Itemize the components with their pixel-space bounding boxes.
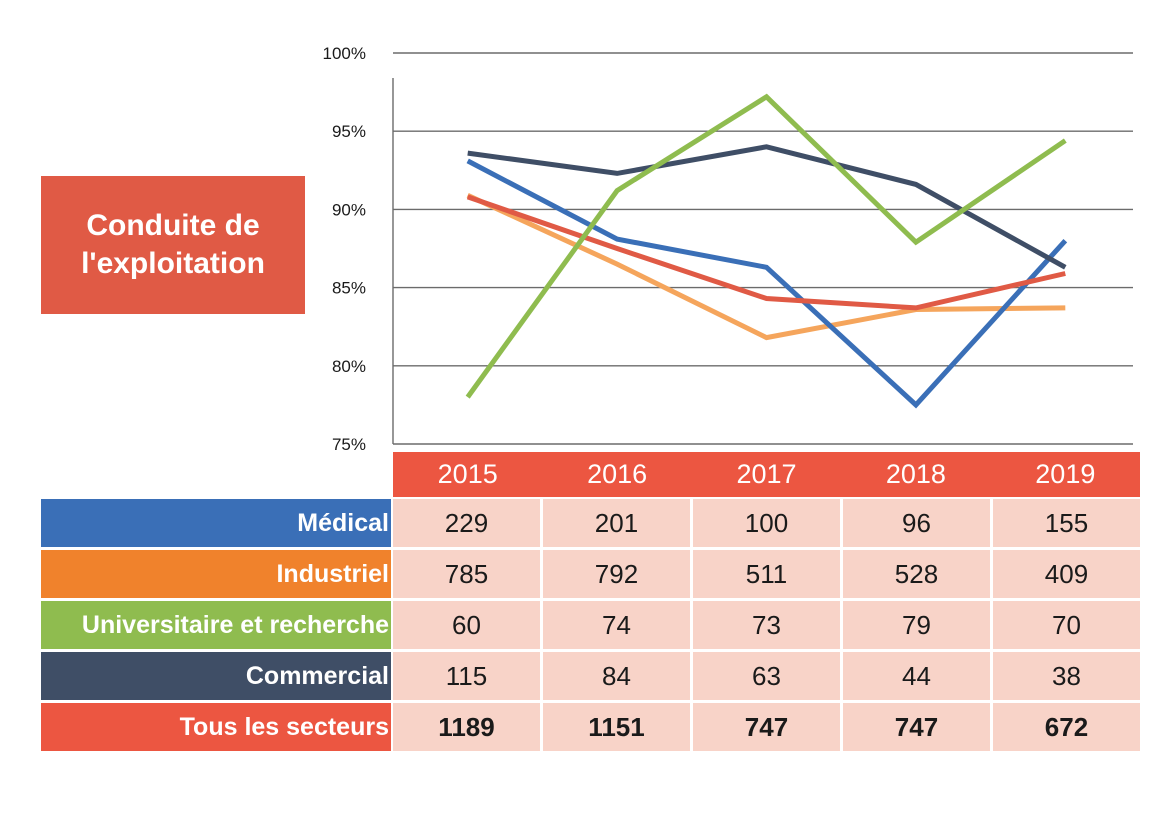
- table-row-industriel: Industriel 785 792 511 528 409: [41, 550, 1140, 598]
- series-line-2: [465, 93, 1067, 399]
- table-cell: 1151: [543, 703, 690, 751]
- chart-series: [465, 93, 1068, 409]
- table-cell: 201: [543, 499, 690, 547]
- table-cell: 84: [543, 652, 690, 700]
- table-cell: 79: [843, 601, 990, 649]
- table-cell: 785: [393, 550, 540, 598]
- title-line-1: Conduite de: [86, 209, 260, 242]
- table-cell: 115: [393, 652, 540, 700]
- table-cell: 747: [843, 703, 990, 751]
- y-axis-ticks: 100% 95% 90% 85% 80% 75%: [323, 44, 366, 454]
- table-cell: 96: [843, 499, 990, 547]
- series-line-3: [467, 144, 1067, 270]
- table-cell: 100: [693, 499, 840, 547]
- table-cell: 672: [993, 703, 1140, 751]
- chart-title: Conduite de l'exploitation: [41, 176, 305, 314]
- y-tick-label: 95%: [332, 122, 366, 141]
- table-cell: 1189: [393, 703, 540, 751]
- row-label: Médical: [41, 499, 391, 547]
- row-label: Tous les secteurs: [41, 703, 391, 751]
- year-header-cell: 2017: [736, 459, 797, 489]
- table-row-commercial: Commercial 115 84 63 44 38: [41, 652, 1140, 700]
- year-header-cell: 2015: [437, 459, 498, 489]
- title-line-2: l'exploitation: [81, 247, 265, 280]
- year-header: 2015 2016 2017 2018 2019: [393, 452, 1140, 497]
- table-cell: 70: [993, 601, 1140, 649]
- table-cell: 74: [543, 601, 690, 649]
- data-table: Médical 229 201 100 96 155 Industriel 78…: [41, 499, 1140, 754]
- row-label: Industriel: [41, 550, 391, 598]
- y-tick-label: 90%: [332, 200, 366, 219]
- table-cell: 44: [843, 652, 990, 700]
- year-header-cell: 2016: [587, 459, 648, 489]
- table-cell: 63: [693, 652, 840, 700]
- table-cell: 60: [393, 601, 540, 649]
- row-label: Universitaire et recherche: [41, 601, 391, 649]
- table-row-total: Tous les secteurs 1189 1151 747 747 672: [41, 703, 1140, 751]
- table-cell: 409: [993, 550, 1140, 598]
- series-line-0: [466, 158, 1068, 409]
- chart-grid: [392, 52, 1133, 445]
- series-line-1: [466, 193, 1066, 341]
- table-row-universitaire: Universitaire et recherche 60 74 73 79 7…: [41, 601, 1140, 649]
- y-tick-label: 85%: [332, 279, 366, 298]
- series-line-4: [466, 194, 1066, 311]
- table-row-medical: Médical 229 201 100 96 155: [41, 499, 1140, 547]
- year-header-cell: 2018: [885, 459, 946, 489]
- y-tick-label: 100%: [323, 44, 366, 63]
- year-header-cell: 2019: [1035, 459, 1096, 489]
- row-label: Commercial: [41, 652, 391, 700]
- table-cell: 792: [543, 550, 690, 598]
- table-cell: 38: [993, 652, 1140, 700]
- table-cell: 528: [843, 550, 990, 598]
- table-cell: 229: [393, 499, 540, 547]
- table-cell: 747: [693, 703, 840, 751]
- table-cell: 511: [693, 550, 840, 598]
- y-tick-label: 75%: [332, 435, 366, 454]
- line-chart: 100% 95% 90% 85% 80% 75%: [323, 44, 1133, 454]
- table-cell: 73: [693, 601, 840, 649]
- table-cell: 155: [993, 499, 1140, 547]
- y-tick-label: 80%: [332, 357, 366, 376]
